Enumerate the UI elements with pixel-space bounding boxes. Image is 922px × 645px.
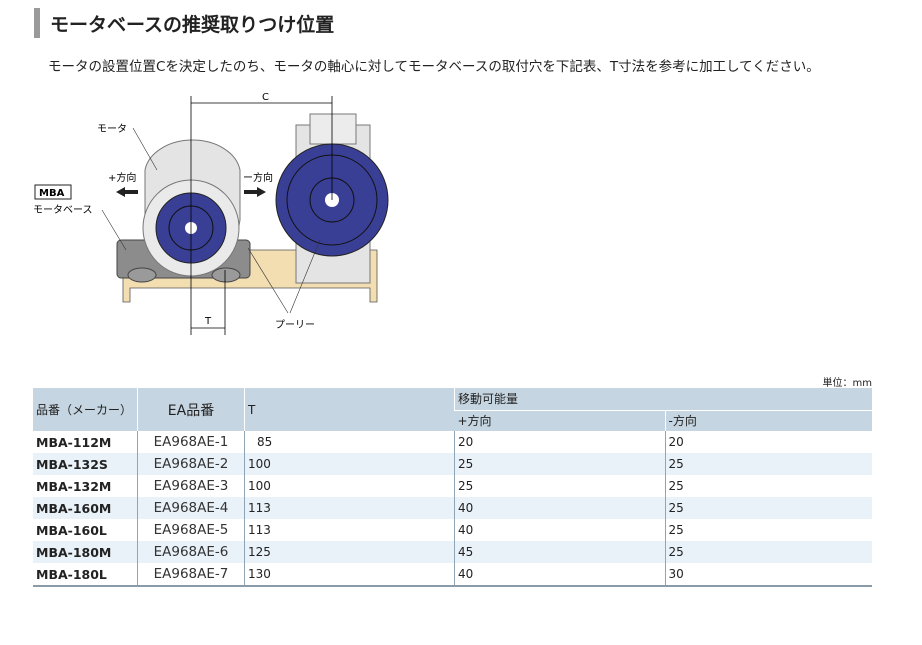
cell-ea: EA968AE-5 (137, 519, 245, 541)
pulley-label: プーリー (275, 319, 315, 331)
cell-t: 125 (244, 541, 455, 563)
cell-t: 130 (244, 563, 455, 587)
table-row: MBA-180M EA968AE-6 125 45 25 (33, 541, 872, 563)
cell-plus: 25 (454, 453, 665, 475)
motor-label: モータ (97, 123, 127, 135)
section-title: モータベースの推奨取りつけ位置 (34, 8, 334, 38)
cell-minus: 25 (664, 519, 872, 541)
cell-part: MBA-112M (36, 434, 112, 450)
cell-part: MBA-132M (36, 478, 112, 494)
cell-minus: 25 (664, 453, 872, 475)
title-text: モータベースの推奨取りつけ位置 (50, 13, 335, 36)
cell-part: MBA-180L (33, 563, 138, 587)
cell-plus: 40 (454, 519, 665, 541)
cell-minus: 20 (664, 431, 872, 453)
cell-plus: 45 (454, 541, 665, 563)
cell-t: 85 (244, 431, 455, 453)
table-row: MBA-132S EA968AE-2 100 25 25 (33, 453, 872, 475)
cell-part: MBA-160M (33, 497, 138, 519)
table-row: MBA-160M EA968AE-4 113 40 25 (33, 497, 872, 519)
cell-minus: 25 (664, 475, 872, 497)
title-bar (34, 8, 40, 38)
dimension-c-label: C (262, 92, 269, 103)
plus-direction-label: +方向 (108, 171, 136, 184)
mounting-table: 品番（メーカー） EA品番 T 移動可能量 +方向 -方向 MBA-112M EA… (33, 388, 872, 587)
cell-minus: 30 (664, 563, 872, 587)
unit-label: 単位：mm (822, 378, 872, 389)
cell-ea: EA968AE-7 (137, 563, 245, 587)
cell-ea: EA968AE-2 (137, 453, 245, 475)
table-row: MBA-160L EA968AE-5 113 40 25 (33, 519, 872, 541)
cell-part: MBA-160L (36, 522, 107, 538)
cell-plus: 40 (454, 497, 665, 519)
cell-plus: 20 (454, 431, 665, 453)
header-move: 移動可能量 (454, 388, 872, 410)
header-t: T (244, 388, 455, 431)
cell-ea: EA968AE-4 (137, 497, 245, 519)
cell-t: 113 (244, 497, 455, 519)
motor-base-diagram: C T モータ +方向 ー方向 MBA モータベース プーリー (33, 92, 389, 335)
instructions: モータの設置位置Cを決定したのち、モータの軸心に対してモータベースの取付穴を下記… (48, 59, 820, 75)
header-plus: +方向 (454, 409, 665, 431)
mba-label: MBA (39, 188, 65, 199)
minus-arrow-icon (244, 187, 266, 197)
minus-direction-label: ー方向 (243, 171, 273, 184)
plus-arrow-icon (116, 187, 138, 197)
table-row: MBA-180L EA968AE-7 130 40 30 (33, 563, 872, 587)
cell-t: 100 (244, 453, 455, 475)
header-part: 品番（メーカー） (33, 388, 138, 431)
cell-t: 100 (244, 475, 455, 497)
cell-part: MBA-132S (33, 453, 138, 475)
cell-minus: 25 (664, 541, 872, 563)
cell-ea: EA968AE-6 (137, 541, 245, 563)
table-row: MBA-132M EA968AE-3 100 25 25 (33, 475, 872, 497)
dimension-t-label: T (204, 316, 212, 327)
motor-base-label: モータベース (33, 204, 93, 216)
cell-plus: 40 (454, 563, 665, 587)
header-minus: -方向 (664, 409, 872, 431)
cell-ea: EA968AE-3 (137, 475, 245, 497)
table-row: MBA-112M EA968AE-1 85 20 20 (33, 431, 872, 453)
cell-ea: EA968AE-1 (137, 431, 245, 453)
cell-part: MBA-180M (33, 541, 138, 563)
cell-t: 113 (244, 519, 455, 541)
header-ea: EA品番 (137, 388, 245, 431)
cell-minus: 25 (664, 497, 872, 519)
cell-plus: 25 (454, 475, 665, 497)
